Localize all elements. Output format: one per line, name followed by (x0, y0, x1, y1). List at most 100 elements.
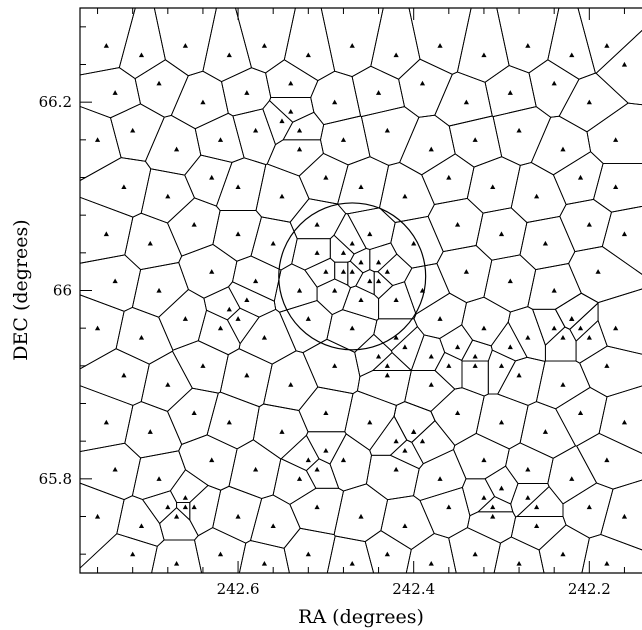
source-marker (367, 278, 373, 284)
source-marker (270, 523, 276, 528)
voronoi-cell (166, 387, 219, 445)
source-marker (156, 80, 162, 86)
source-marker (384, 551, 390, 557)
voronoi-cell (461, 296, 511, 347)
voronoi-cell (453, 432, 510, 480)
voronoi-cell (280, 434, 320, 472)
voronoi-cell (439, 324, 474, 361)
voronoi-cell (456, 8, 510, 83)
source-marker (147, 240, 153, 246)
source-marker (507, 278, 513, 284)
source-marker (182, 504, 188, 510)
source-marker (349, 325, 355, 331)
source-marker (112, 278, 118, 284)
voronoi-cell (169, 469, 209, 503)
source-marker (428, 382, 434, 387)
source-marker (173, 560, 180, 566)
source-marker (569, 316, 575, 321)
voronoi-cell (510, 483, 550, 518)
source-marker (200, 363, 206, 368)
voronoi-cell (365, 454, 420, 501)
voronoi-cell (487, 349, 517, 395)
source-marker (235, 184, 241, 189)
voronoi-cell (412, 448, 467, 501)
voronoi-cell (448, 527, 502, 573)
source-marker (621, 61, 628, 67)
source-marker (314, 221, 320, 227)
source-marker (393, 334, 399, 340)
voronoi-cell (80, 348, 150, 406)
source-marker (560, 146, 566, 152)
source-marker (253, 127, 259, 133)
voronoi-cell (291, 238, 331, 271)
source-marker (261, 43, 268, 48)
source-marker (332, 287, 338, 293)
source-marker (191, 410, 197, 415)
source-marker (358, 259, 364, 265)
source-marker (156, 287, 162, 293)
source-marker (138, 523, 145, 528)
source-marker (507, 90, 513, 95)
voronoi-cell (282, 111, 325, 141)
source-marker (393, 438, 399, 444)
source-marker (516, 372, 522, 378)
region-circle (278, 202, 427, 351)
voronoi-cell (531, 308, 566, 346)
source-marker (235, 231, 241, 237)
voronoi-cell (273, 263, 318, 313)
source-marker (384, 269, 390, 274)
source-marker (296, 146, 303, 152)
voronoi-cell (333, 483, 389, 543)
source-marker (288, 80, 294, 86)
voronoi-cell (80, 385, 134, 453)
voronoi-cell (346, 207, 396, 250)
source-marker (103, 43, 109, 48)
source-marker (367, 419, 373, 425)
source-marker (516, 127, 522, 133)
source-marker (393, 466, 399, 472)
voronoi-cell (263, 350, 319, 411)
source-marker (604, 363, 610, 368)
source-marker (349, 560, 355, 566)
voronoi-cell (562, 482, 614, 539)
tick-labels: 242.6 242.4 242.2 65.8 66 66.2 (39, 93, 611, 598)
voronoi-cell (80, 8, 136, 76)
voronoi-cell (124, 212, 183, 271)
voronoi-cell (344, 390, 397, 451)
voronoi-cell (176, 501, 191, 522)
plot-frame (79, 7, 642, 574)
source-marker (604, 457, 610, 463)
source-marker (209, 269, 215, 274)
source-marker (472, 363, 478, 368)
voronoi-cell (393, 401, 436, 443)
source-marker (121, 184, 127, 189)
source-marker (226, 52, 232, 58)
voronoi-cell (329, 234, 355, 263)
source-marker (358, 184, 364, 189)
source-marker (244, 372, 250, 378)
source-marker (296, 476, 303, 481)
source-marker (349, 240, 355, 246)
source-marker (296, 287, 303, 293)
source-marker (191, 221, 197, 227)
source-marker (402, 523, 408, 528)
source-marker (182, 43, 188, 48)
x-tick-label: 242.6 (217, 580, 260, 598)
source-marker (419, 438, 426, 444)
voronoi-cell (226, 307, 260, 345)
voronoi-cell (427, 197, 484, 253)
source-marker (551, 287, 557, 293)
voronoi-cell (172, 340, 229, 394)
source-marker (94, 137, 101, 142)
source-marker (454, 410, 461, 415)
voronoi-cell (298, 152, 349, 205)
source-marker (130, 127, 136, 133)
voronoi-cell (466, 156, 521, 214)
voronoi-cell (436, 245, 493, 304)
voronoi-cell (316, 278, 352, 316)
source-marker (147, 429, 153, 434)
voronoi-cell (410, 334, 446, 371)
source-marker (560, 551, 566, 557)
voronoi-cell (80, 482, 125, 569)
source-marker (130, 551, 136, 557)
